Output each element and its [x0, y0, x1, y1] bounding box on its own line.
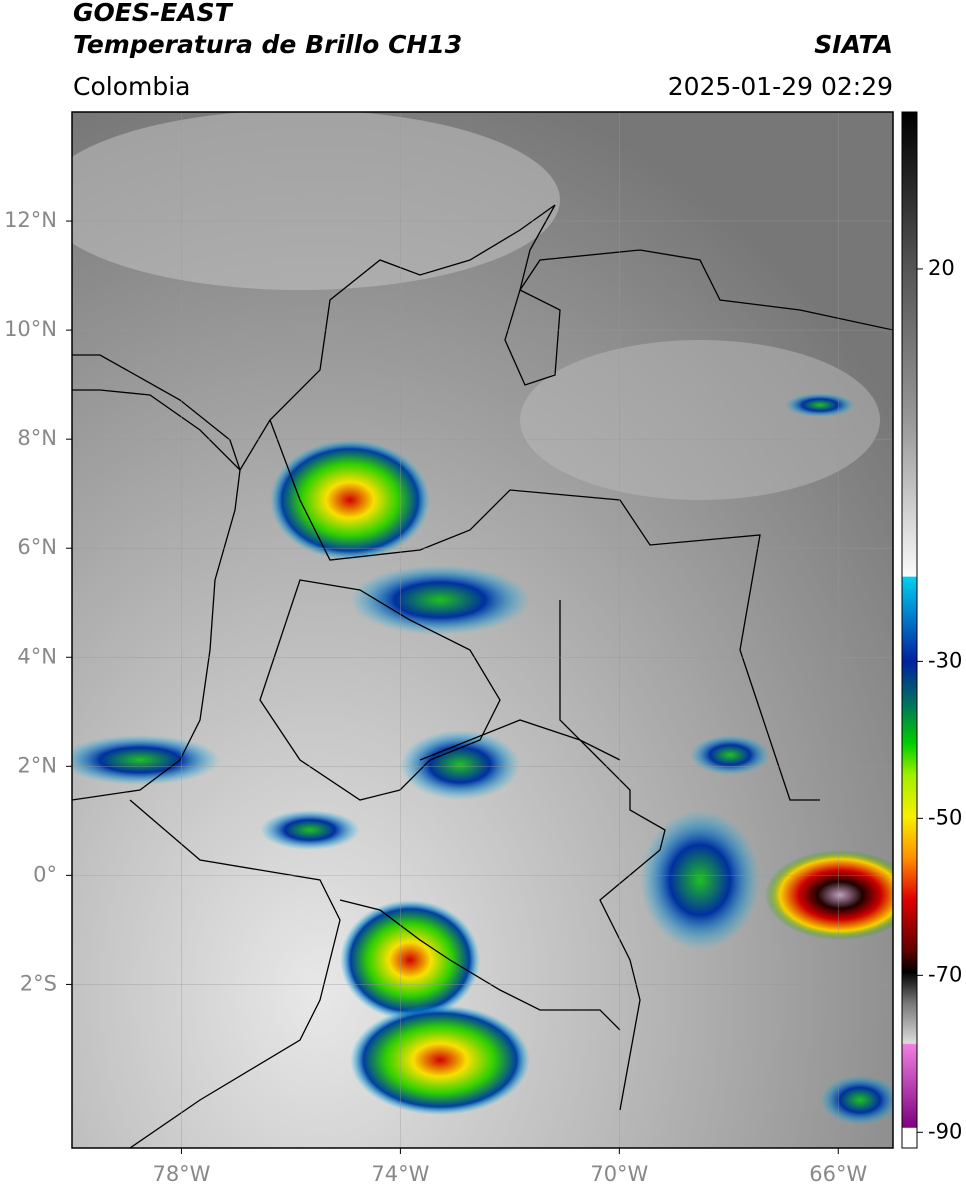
grid [72, 112, 893, 1148]
satellite-image [72, 112, 893, 1148]
map-frame [71, 111, 894, 1149]
colorbar-tick-label: -90 [928, 1119, 962, 1143]
colorbar-tick-label: -30 [928, 648, 962, 672]
y-tick-label: 0° [33, 862, 57, 886]
y-tick-label: 6°N [17, 535, 57, 559]
source: SIATA [814, 30, 893, 59]
colorbar-tick-label: -70 [928, 962, 962, 986]
x-tick-label: 70°W [590, 1162, 648, 1186]
y-tick-label: 2°S [20, 971, 57, 995]
colorbar-tick-label: 20 [928, 256, 955, 280]
timestamp: 2025-01-29 02:29 [668, 72, 893, 101]
subtitle: Temperatura de Brillo CH13 [73, 30, 462, 59]
y-tick-label: 4°N [17, 644, 57, 668]
x-tick-label: 78°W [152, 1162, 210, 1186]
y-tick-label: 12°N [4, 208, 57, 232]
title: GOES-EAST [73, 0, 234, 27]
colorbar [901, 111, 918, 1149]
region: Colombia [73, 72, 190, 101]
x-tick-label: 74°W [371, 1162, 429, 1186]
x-tick-label: 66°W [809, 1162, 867, 1186]
colorbar-tick-label: -50 [928, 805, 962, 829]
y-tick-label: 2°N [17, 753, 57, 777]
y-tick-label: 8°N [17, 426, 57, 450]
y-tick-label: 10°N [4, 317, 57, 341]
